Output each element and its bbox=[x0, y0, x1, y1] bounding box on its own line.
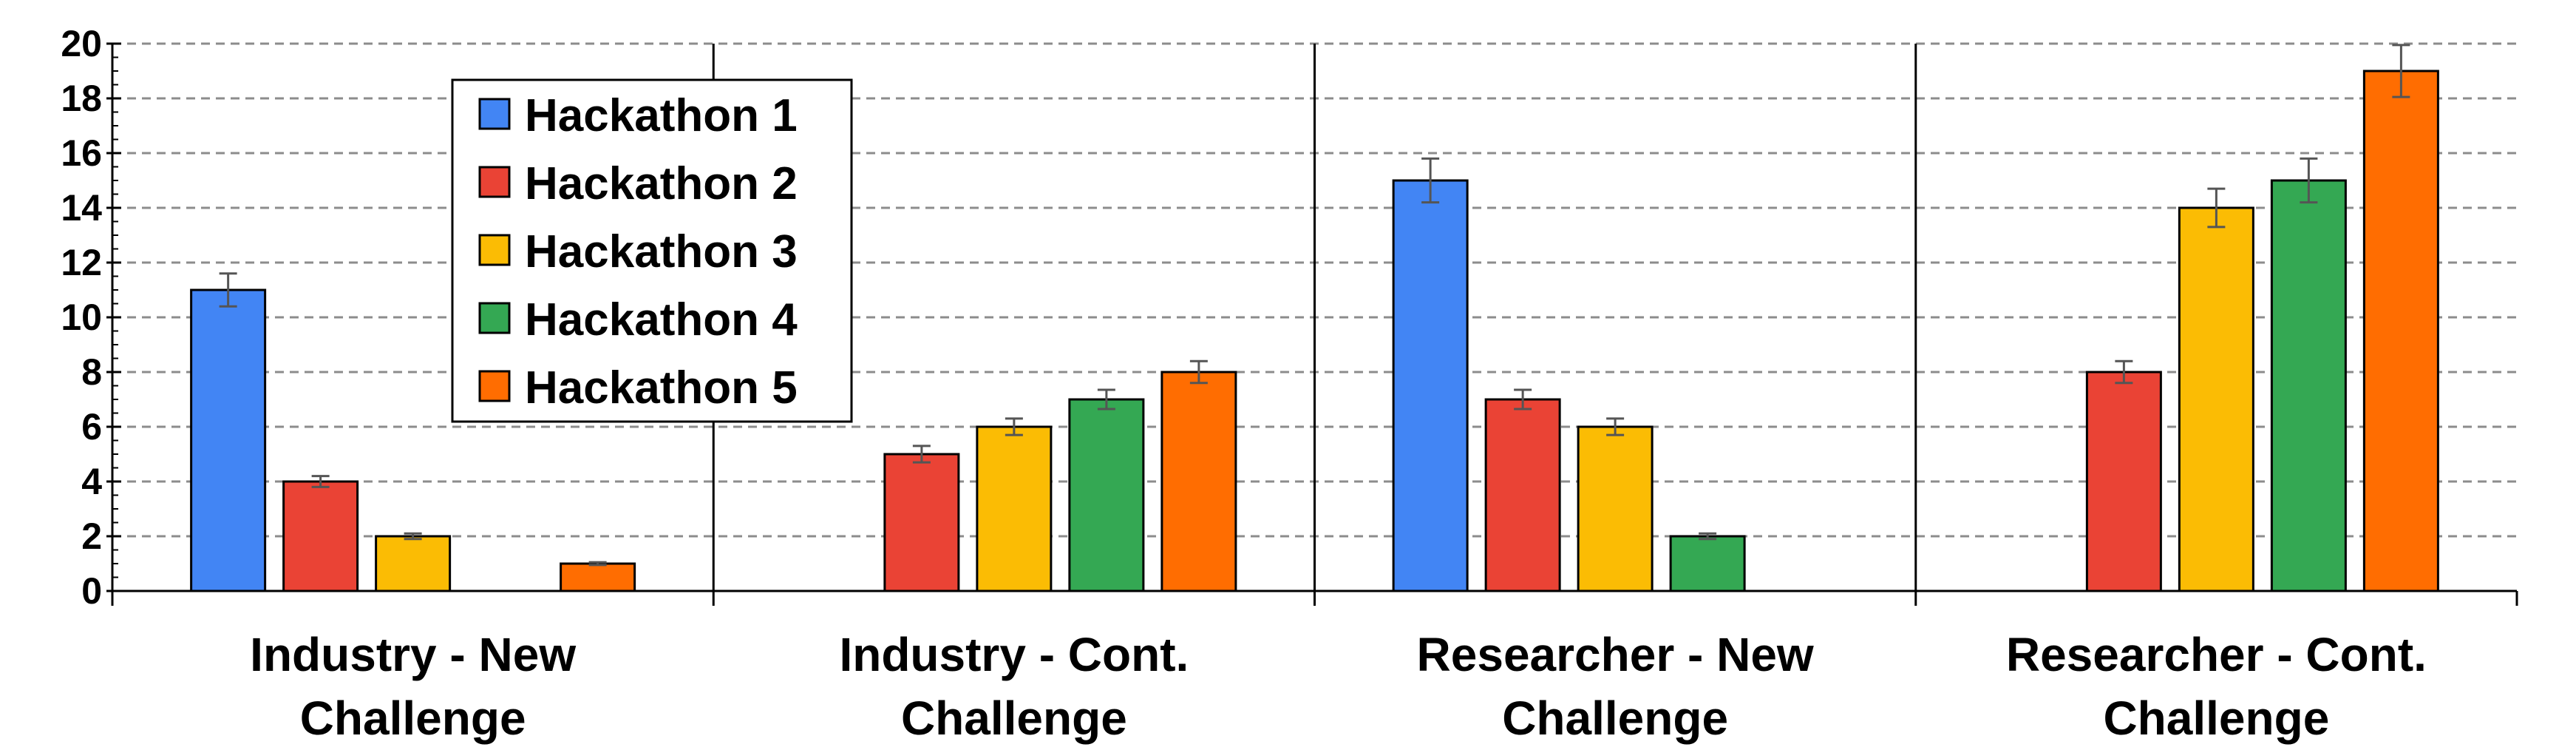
bar-3-cat-4 bbox=[2178, 206, 2254, 592]
bar-5-cat-1 bbox=[560, 562, 636, 592]
y-tick-label: 16 bbox=[61, 132, 102, 174]
axes bbox=[106, 42, 2518, 606]
bar-4-cat-4 bbox=[2270, 179, 2347, 592]
y-tick-labels: 0 2 4 6 8 10 12 14 16 18 20 bbox=[61, 23, 102, 612]
category-label: Researcher - Cont. bbox=[2006, 628, 2427, 681]
legend-swatch bbox=[478, 98, 511, 130]
bar-1-cat-1 bbox=[190, 288, 267, 592]
legend-swatch bbox=[478, 370, 511, 402]
category-label: Challenge bbox=[300, 692, 526, 745]
bar-5-cat-4 bbox=[2362, 70, 2439, 592]
y-tick-label: 8 bbox=[81, 351, 102, 393]
y-tick-label: 10 bbox=[61, 297, 102, 338]
y-tick-label: 18 bbox=[61, 78, 102, 119]
category-label: Industry - Cont. bbox=[839, 628, 1189, 681]
bar-4-cat-2 bbox=[1068, 398, 1145, 592]
category-label: Challenge bbox=[901, 692, 1127, 745]
bar-2-cat-2 bbox=[883, 453, 960, 592]
bar-2-cat-4 bbox=[2085, 371, 2162, 592]
y-tick-label: 2 bbox=[81, 516, 102, 557]
category-label: Challenge bbox=[2103, 692, 2329, 745]
legend-label: Hackathon 3 bbox=[525, 226, 798, 277]
legend: Hackathon 1 Hackathon 2 Hackathon 3 Hackath… bbox=[451, 78, 853, 423]
category-labels: Industry - New Challenge Industry - Cont. C… bbox=[250, 628, 2427, 745]
legend-label: Hackathon 4 bbox=[525, 294, 798, 345]
bar-3-cat-3 bbox=[1577, 425, 1654, 592]
legend-swatch bbox=[478, 302, 511, 334]
legend-label: Hackathon 5 bbox=[525, 362, 798, 413]
legend-box bbox=[451, 78, 853, 423]
bar-2-cat-1 bbox=[282, 480, 359, 592]
y-tick-label: 14 bbox=[61, 187, 102, 229]
category-label: Challenge bbox=[1502, 692, 1728, 745]
category-label: Industry - New bbox=[250, 628, 576, 681]
legend-label: Hackathon 2 bbox=[525, 158, 798, 209]
bar-2-cat-3 bbox=[1484, 398, 1561, 592]
bar-4-cat-3 bbox=[1669, 535, 1746, 592]
y-tick-label: 12 bbox=[61, 242, 102, 283]
y-tick-label: 6 bbox=[81, 406, 102, 447]
legend-swatch bbox=[478, 166, 511, 198]
legend-swatch bbox=[478, 234, 511, 266]
bar-3-cat-1 bbox=[375, 535, 452, 592]
bar-5-cat-2 bbox=[1160, 371, 1237, 592]
category-label: Researcher - New bbox=[1417, 628, 1814, 681]
bar-1-cat-3 bbox=[1392, 179, 1469, 592]
bar-3-cat-2 bbox=[976, 425, 1053, 592]
bars bbox=[190, 44, 2439, 592]
y-tick-label: 20 bbox=[61, 23, 102, 64]
legend-label: Hackathon 1 bbox=[525, 90, 798, 141]
y-tick-label: 4 bbox=[81, 461, 102, 502]
y-tick-label: 0 bbox=[81, 570, 102, 612]
